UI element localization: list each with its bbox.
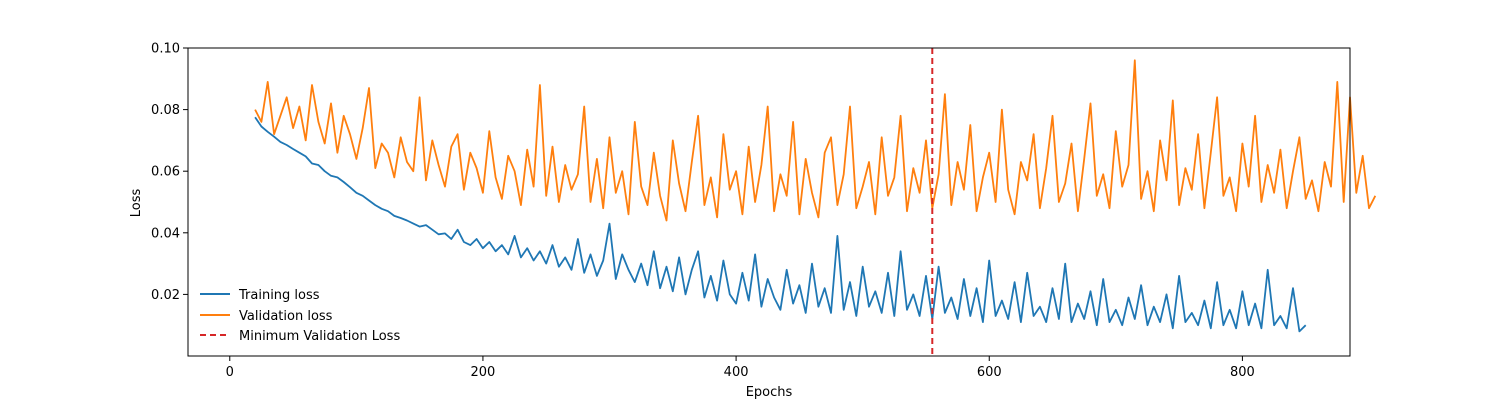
legend-label-validation: Validation loss — [239, 309, 333, 324]
y-tick-label: 0.08 — [151, 103, 180, 118]
y-tick-label: 0.04 — [151, 226, 180, 241]
legend: Training loss Validation loss Minimum Va… — [200, 288, 400, 344]
y-axis-label: Loss — [129, 189, 144, 218]
series-line-training-loss — [254, 116, 1307, 333]
y-tick-label: 0.10 — [151, 42, 180, 57]
x-axis-label: Epochs — [746, 385, 793, 400]
axes-frame — [187, 47, 1351, 357]
plot-area — [254, 48, 1377, 356]
x-tick-label: 800 — [1230, 365, 1255, 380]
x-tick-label: 0 — [226, 365, 234, 380]
x-tick-label: 600 — [977, 365, 1002, 380]
y-axis: 0.02 0.04 0.06 0.08 0.10 — [151, 42, 188, 303]
x-tick-label: 200 — [471, 365, 496, 380]
series-line-validation-loss — [254, 59, 1377, 222]
y-tick-label: 0.06 — [151, 165, 180, 180]
y-tick-label: 0.02 — [151, 288, 180, 303]
legend-label-min-val: Minimum Validation Loss — [239, 329, 400, 344]
x-tick-label: 400 — [724, 365, 749, 380]
x-axis: 0 200 400 600 800 — [226, 356, 1255, 380]
legend-label-training: Training loss — [238, 288, 320, 303]
